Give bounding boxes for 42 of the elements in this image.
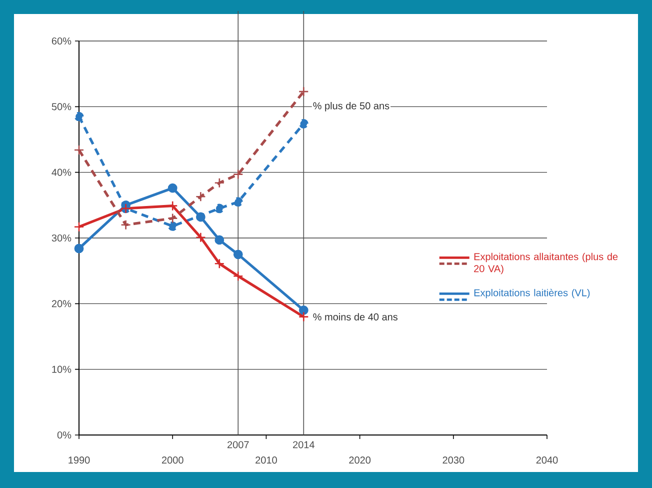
point <box>232 270 244 282</box>
x-tick-label: 2030 <box>442 456 464 464</box>
point <box>214 235 224 245</box>
y-tick-label: 20% <box>52 300 72 308</box>
point <box>298 86 309 97</box>
y-tick-label: 40% <box>52 168 72 176</box>
ref-line-label: 2014 <box>293 441 314 448</box>
y-tick-label: 50% <box>52 103 72 110</box>
point <box>168 221 178 231</box>
y-tick-label: 10% <box>52 366 72 373</box>
y-tick-label: 30% <box>52 234 72 242</box>
y-tick-label: 60% <box>52 37 72 45</box>
point <box>298 312 309 322</box>
point <box>120 220 131 230</box>
annotation: % plus de 50 ans <box>313 102 390 112</box>
point <box>298 119 308 128</box>
annotation: % moins de 40 ans <box>313 313 398 320</box>
point <box>214 258 225 269</box>
point <box>232 169 244 180</box>
x-tick-label: 2040 <box>536 456 558 464</box>
point <box>196 212 206 222</box>
point <box>168 183 178 193</box>
point <box>233 250 243 260</box>
point <box>214 204 224 214</box>
x-tick-label: 2000 <box>162 456 184 464</box>
ref-line-label: 2007 <box>228 441 249 448</box>
point <box>74 112 84 122</box>
point <box>298 306 308 315</box>
point <box>74 244 84 254</box>
point <box>233 197 243 207</box>
legend-label: Exploitations laitières (VL) <box>474 288 590 298</box>
point <box>196 191 206 202</box>
point <box>214 178 225 188</box>
legend-label: Exploitations allaitantes (plus de 20 VA) <box>474 252 618 274</box>
point <box>167 213 178 224</box>
y-tick-label: 0% <box>57 431 72 439</box>
point <box>196 232 206 242</box>
point <box>74 222 84 232</box>
point <box>74 144 84 156</box>
x-tick-label: 1990 <box>68 456 90 464</box>
x-tick-label: 2010 <box>256 456 277 464</box>
x-tick-label: 2020 <box>349 456 371 464</box>
